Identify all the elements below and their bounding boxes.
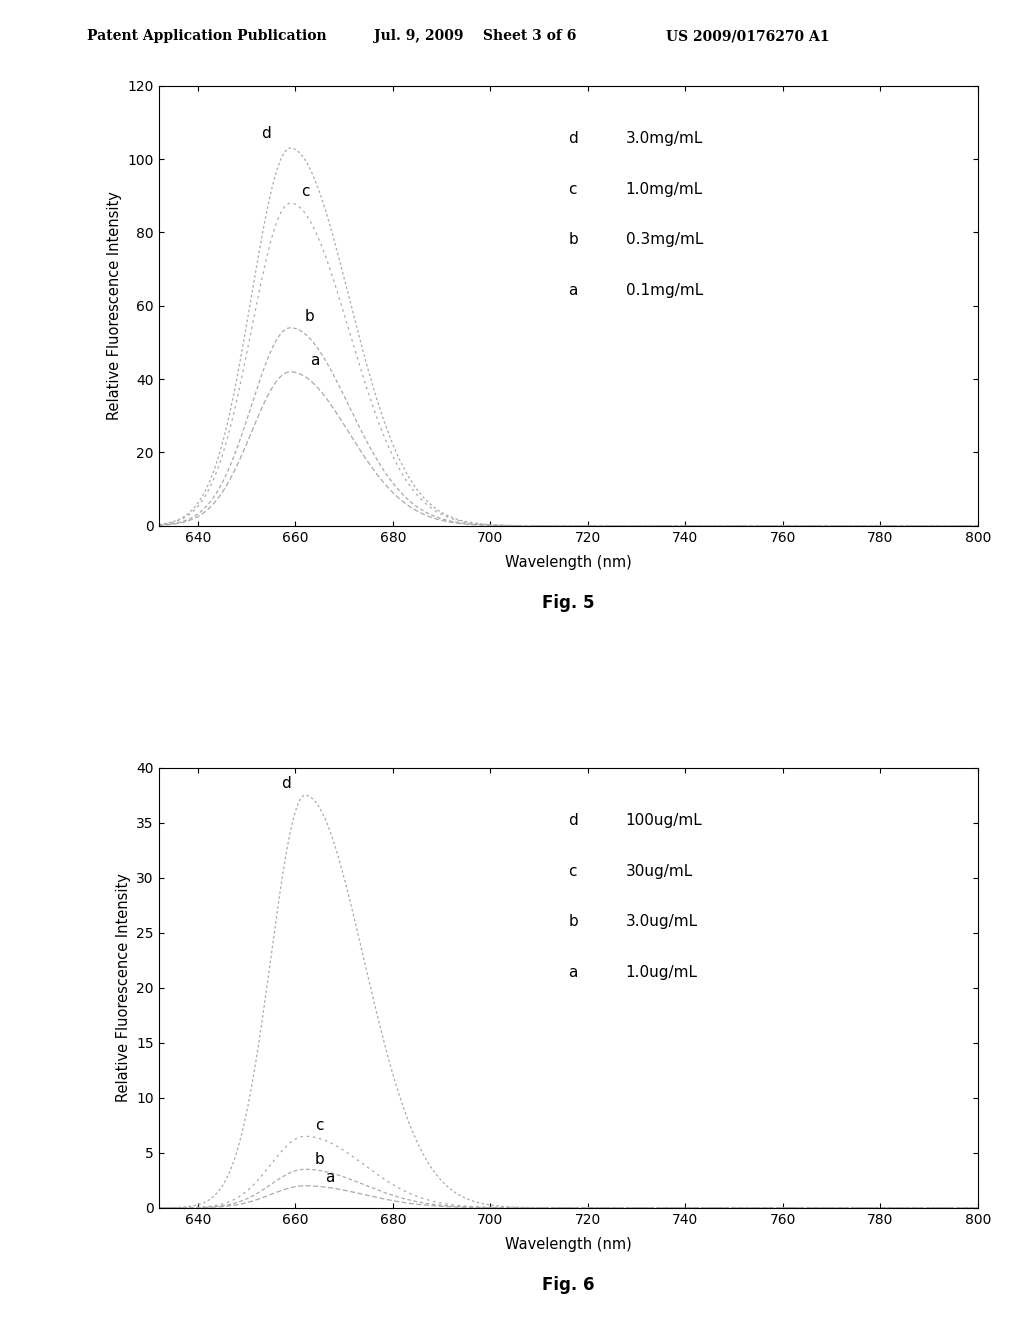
Text: d: d bbox=[281, 776, 291, 791]
Text: 100ug/mL: 100ug/mL bbox=[626, 813, 702, 828]
Text: b: b bbox=[314, 1152, 325, 1167]
Text: Patent Application Publication: Patent Application Publication bbox=[87, 29, 327, 44]
Text: 1.0ug/mL: 1.0ug/mL bbox=[626, 965, 697, 979]
Y-axis label: Relative Fluorescence Intensity: Relative Fluorescence Intensity bbox=[116, 874, 131, 1102]
Text: b: b bbox=[568, 232, 579, 247]
Text: c: c bbox=[568, 182, 577, 197]
Text: 0.3mg/mL: 0.3mg/mL bbox=[626, 232, 703, 247]
Text: d: d bbox=[261, 125, 271, 141]
Text: Fig. 6: Fig. 6 bbox=[542, 1276, 595, 1295]
Text: a: a bbox=[310, 354, 319, 368]
Text: 3.0mg/mL: 3.0mg/mL bbox=[626, 131, 703, 147]
Text: b: b bbox=[568, 915, 579, 929]
Text: 1.0mg/mL: 1.0mg/mL bbox=[626, 182, 702, 197]
Text: Wavelength (nm): Wavelength (nm) bbox=[505, 1237, 632, 1251]
Text: US 2009/0176270 A1: US 2009/0176270 A1 bbox=[666, 29, 829, 44]
Text: Wavelength (nm): Wavelength (nm) bbox=[505, 554, 632, 570]
Y-axis label: Relative Fluorescence Intensity: Relative Fluorescence Intensity bbox=[106, 191, 122, 420]
Text: d: d bbox=[568, 131, 579, 147]
Text: Fig. 5: Fig. 5 bbox=[542, 594, 595, 612]
Text: d: d bbox=[568, 813, 579, 828]
Text: 0.1mg/mL: 0.1mg/mL bbox=[626, 282, 702, 298]
Text: b: b bbox=[305, 309, 314, 325]
Text: 30ug/mL: 30ug/mL bbox=[626, 863, 693, 879]
Text: c: c bbox=[568, 863, 577, 879]
Text: a: a bbox=[568, 282, 578, 298]
Text: Jul. 9, 2009    Sheet 3 of 6: Jul. 9, 2009 Sheet 3 of 6 bbox=[374, 29, 577, 44]
Text: c: c bbox=[315, 1118, 324, 1133]
Text: a: a bbox=[568, 965, 578, 979]
Text: a: a bbox=[325, 1170, 334, 1185]
Text: 3.0ug/mL: 3.0ug/mL bbox=[626, 915, 697, 929]
Text: c: c bbox=[301, 185, 309, 199]
